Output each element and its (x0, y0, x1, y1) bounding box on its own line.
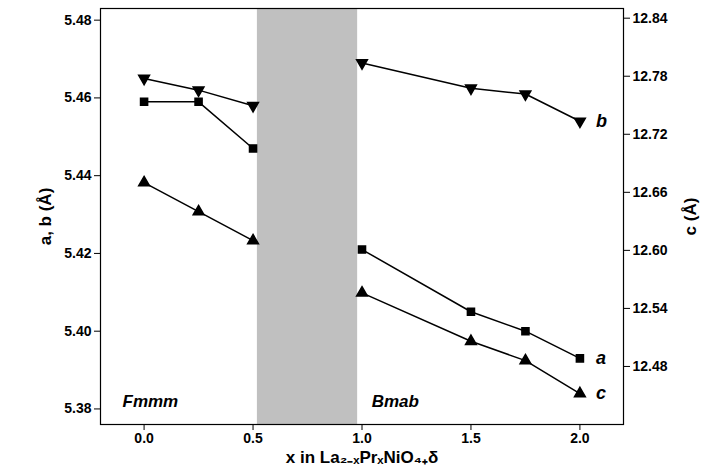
svg-text:12.60: 12.60 (633, 242, 668, 258)
svg-text:5.48: 5.48 (64, 12, 91, 28)
svg-text:1.5: 1.5 (461, 430, 481, 446)
svg-text:0.0: 0.0 (134, 430, 154, 446)
svg-text:c: c (596, 383, 606, 403)
svg-text:12.66: 12.66 (633, 184, 668, 200)
svg-text:0.5: 0.5 (243, 430, 263, 446)
svg-text:12.72: 12.72 (633, 126, 668, 142)
svg-text:c (Å): c (Å) (681, 198, 700, 236)
svg-text:b: b (596, 111, 607, 131)
svg-text:5.42: 5.42 (64, 245, 91, 261)
svg-text:5.38: 5.38 (64, 400, 91, 416)
svg-text:5.40: 5.40 (64, 323, 91, 339)
svg-text:x in La₂₋ₓPrₓNiO₄₊δ: x in La₂₋ₓPrₓNiO₄₊δ (286, 448, 438, 467)
svg-text:12.48: 12.48 (633, 358, 668, 374)
svg-text:1.0: 1.0 (352, 430, 372, 446)
svg-text:5.46: 5.46 (64, 89, 91, 105)
svg-text:Fmmm: Fmmm (123, 392, 179, 411)
svg-text:Bmab: Bmab (372, 392, 419, 411)
svg-text:12.78: 12.78 (633, 68, 668, 84)
svg-text:a: a (596, 348, 606, 368)
svg-text:12.84: 12.84 (633, 10, 668, 26)
svg-text:12.54: 12.54 (633, 300, 668, 316)
svg-text:a, b (Å): a, b (Å) (36, 188, 55, 246)
svg-text:2.0: 2.0 (570, 430, 590, 446)
svg-text:5.44: 5.44 (64, 167, 91, 183)
